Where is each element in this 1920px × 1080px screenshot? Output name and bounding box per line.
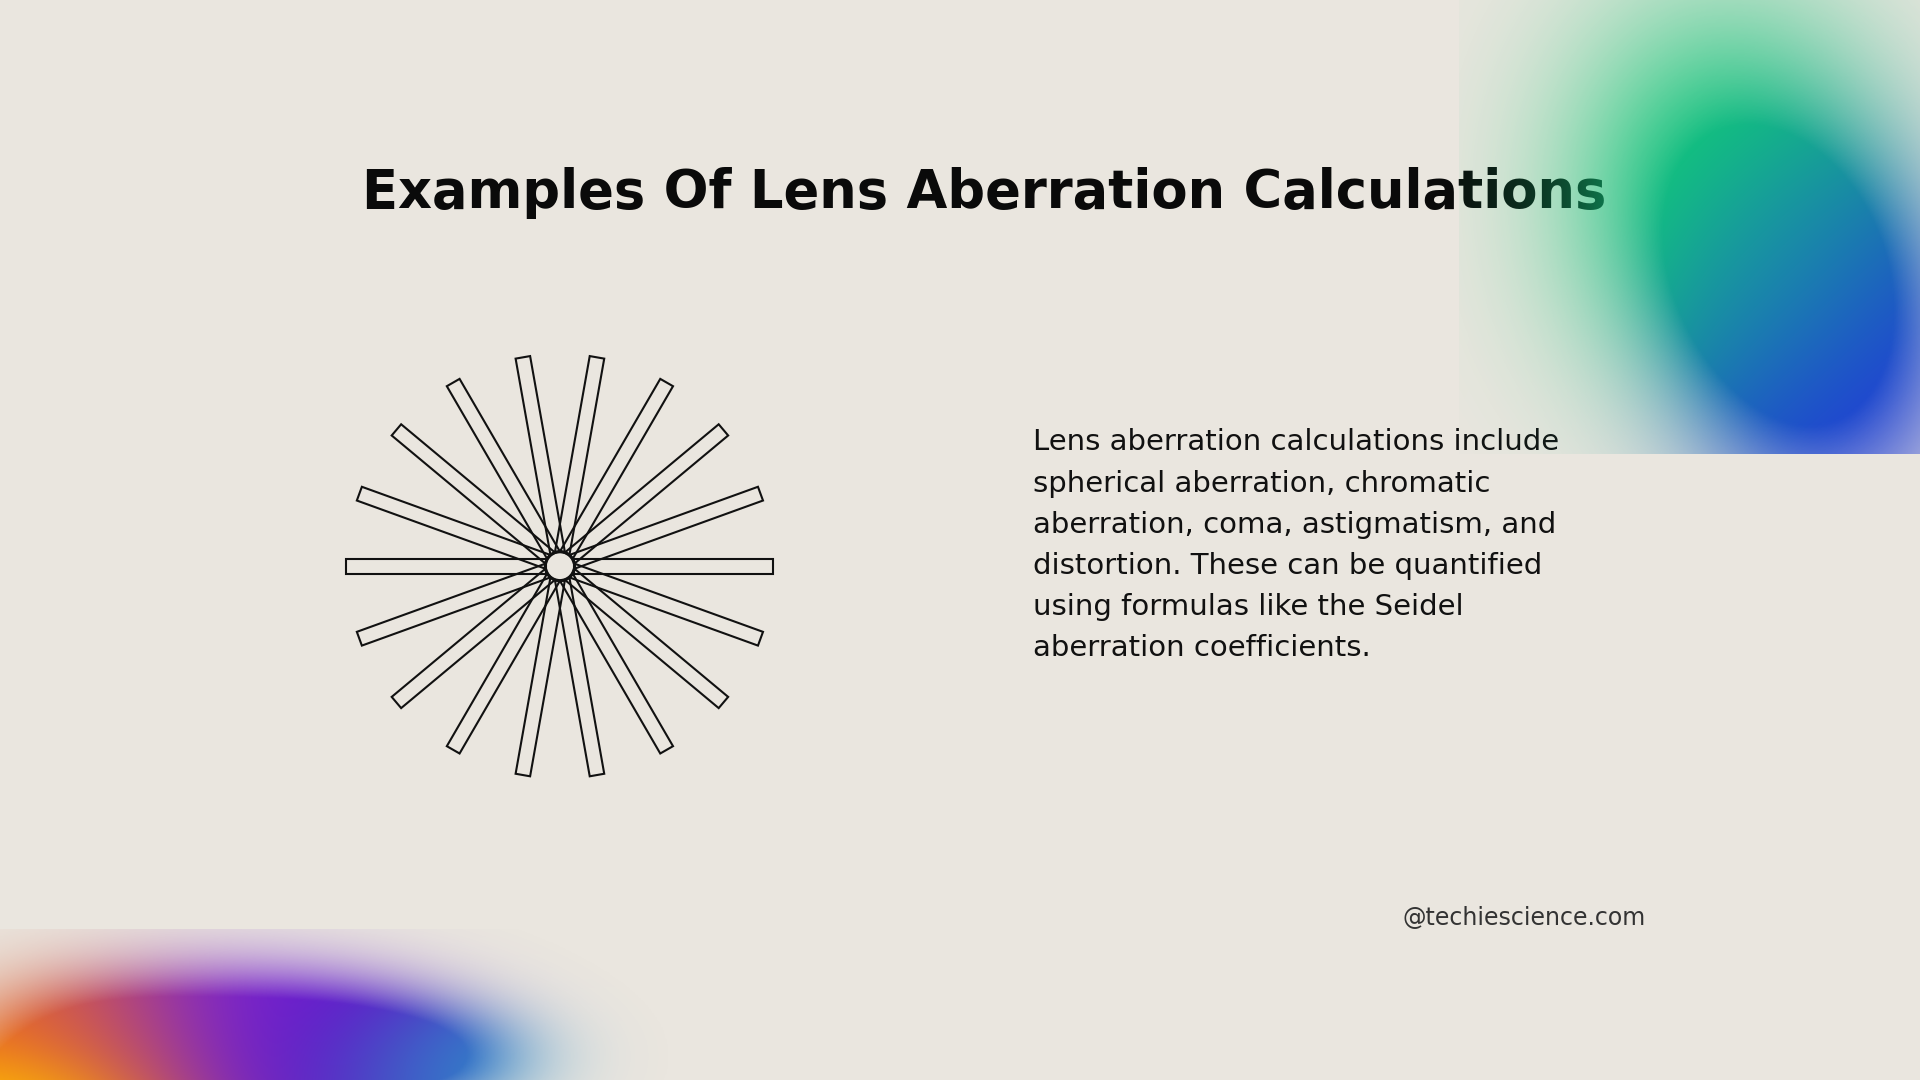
Text: @techiescience.com: @techiescience.com	[1404, 906, 1645, 930]
Text: Lens aberration calculations include
spherical aberration, chromatic
aberration,: Lens aberration calculations include sph…	[1033, 429, 1559, 662]
Text: Examples Of Lens Aberration Calculations: Examples Of Lens Aberration Calculations	[361, 167, 1607, 219]
